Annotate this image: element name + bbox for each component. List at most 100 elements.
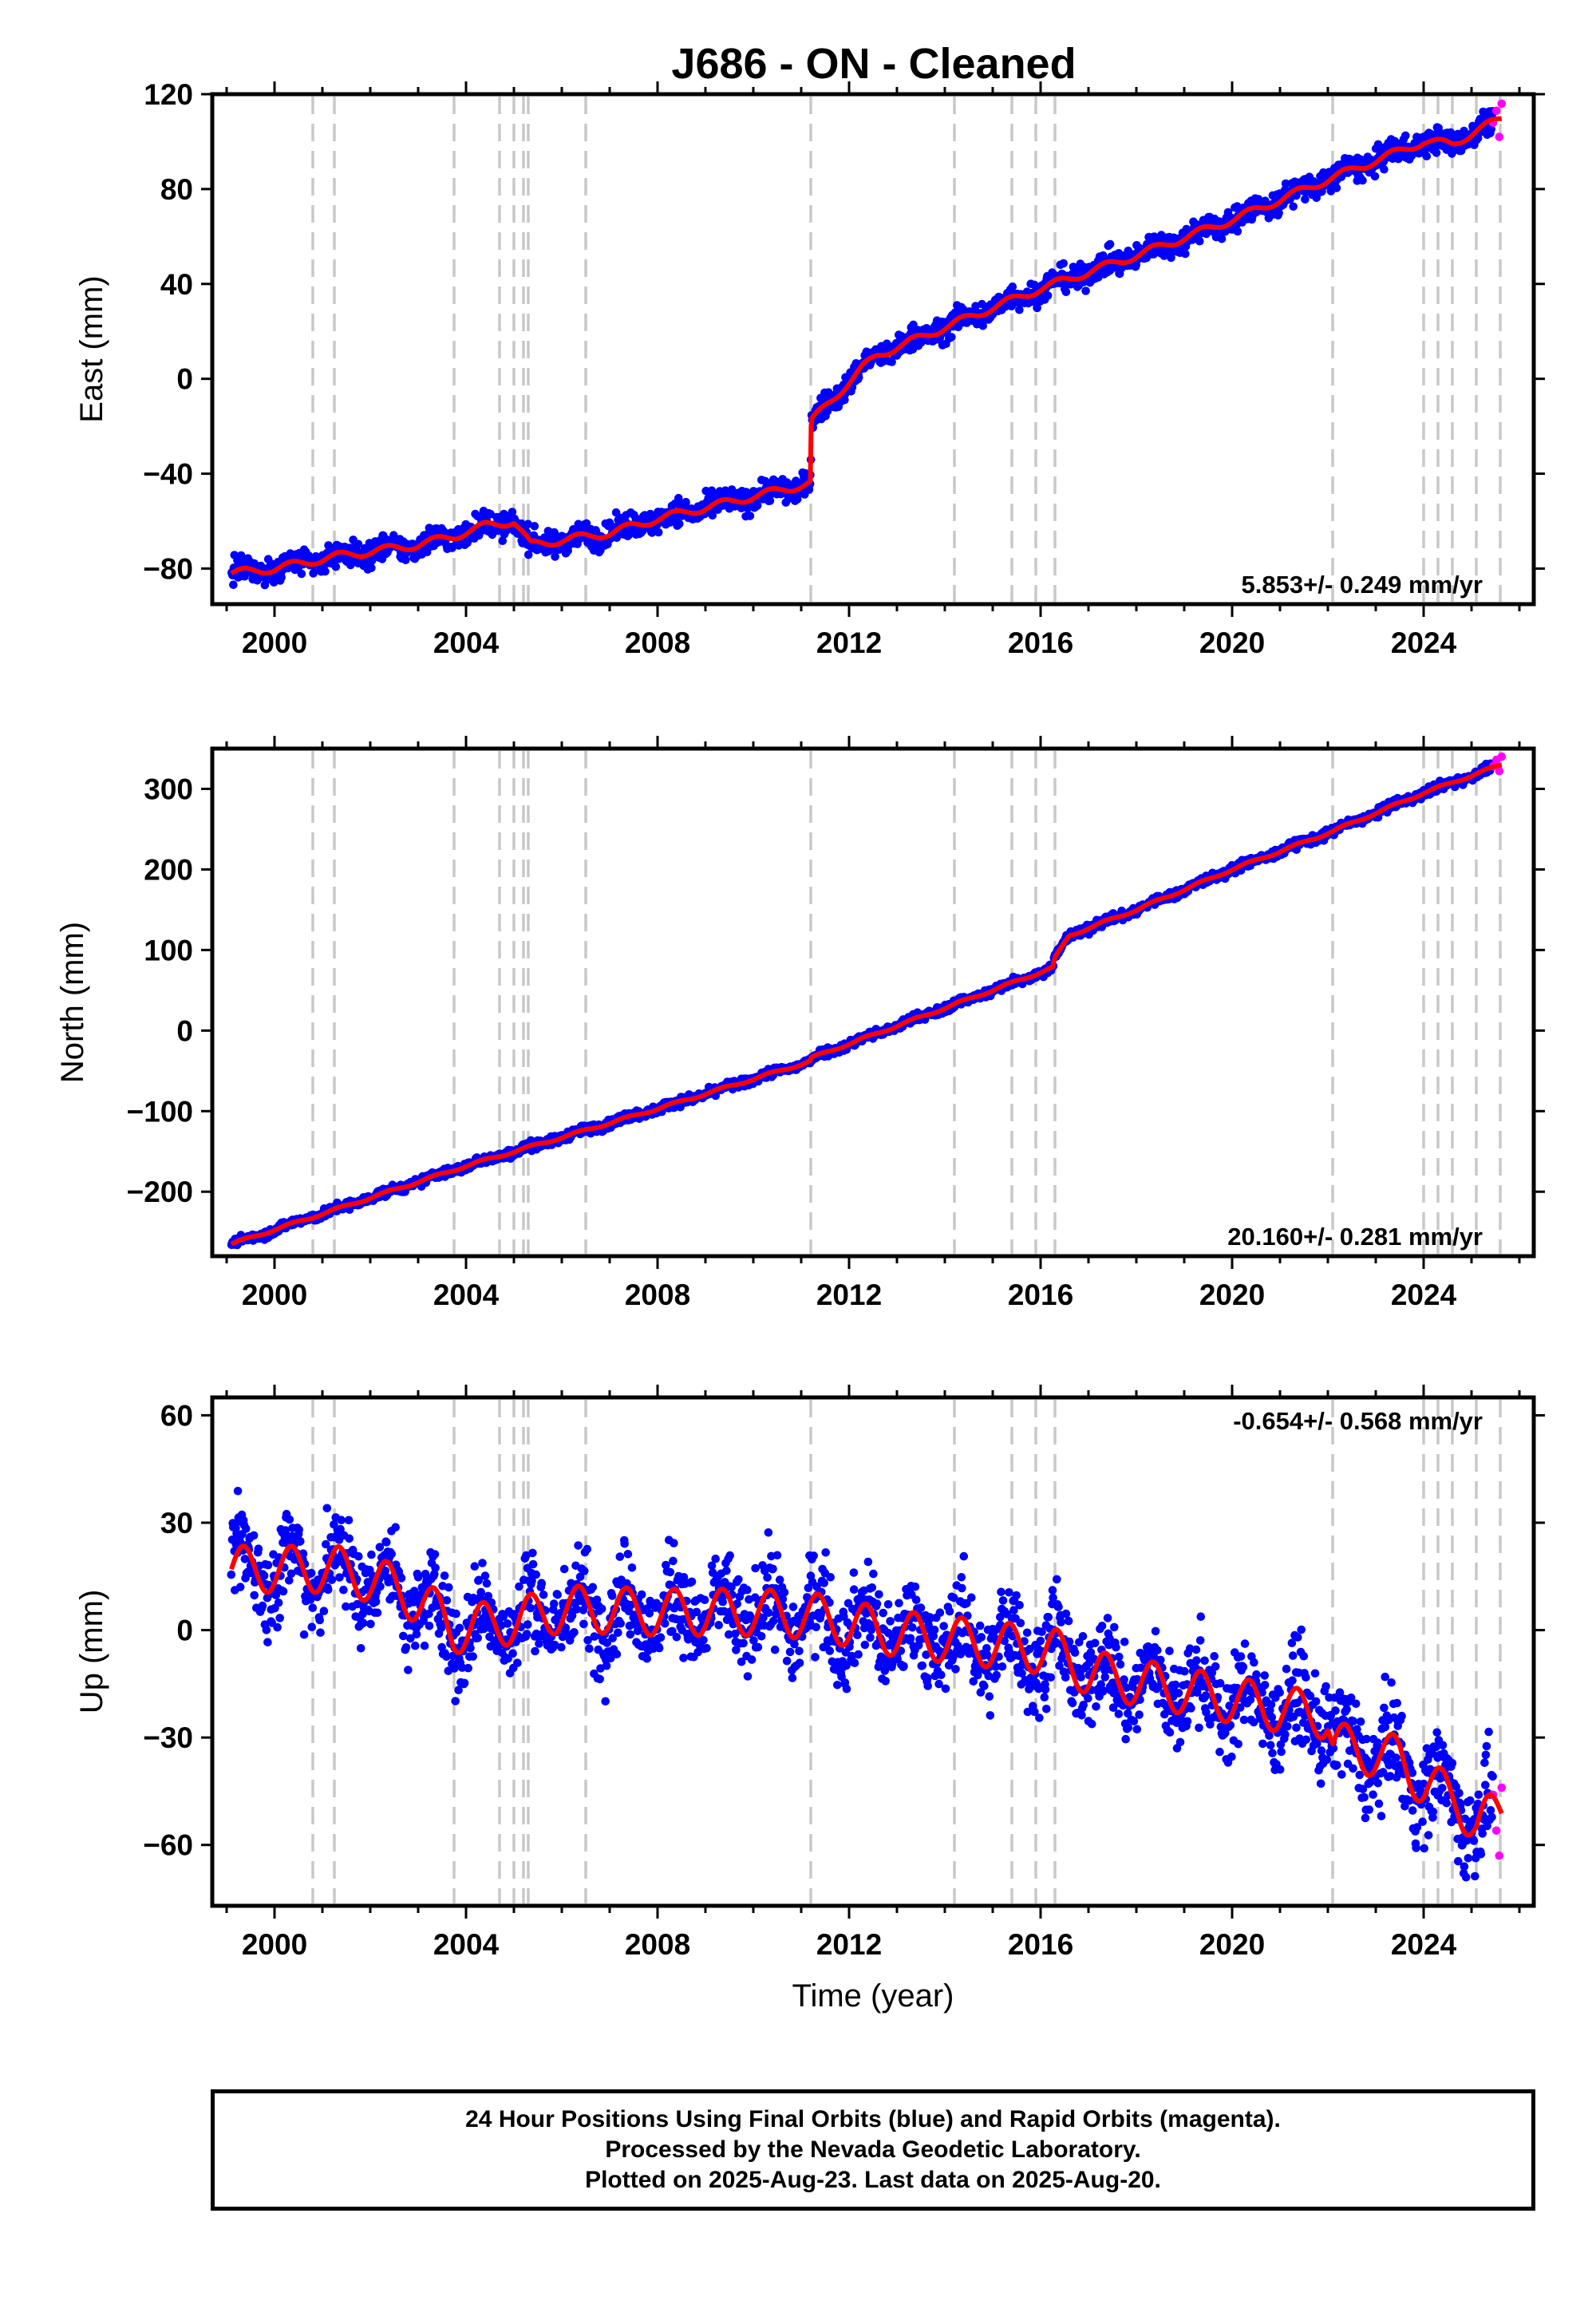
data-point (753, 501, 762, 510)
data-point (277, 573, 286, 582)
data-point (275, 1614, 285, 1622)
data-point (263, 1638, 272, 1646)
data-point (356, 1644, 365, 1653)
data-point (553, 1590, 562, 1599)
data-point (451, 1697, 460, 1705)
data-point (425, 1622, 434, 1630)
x-tick-label: 2024 (1391, 626, 1457, 659)
x-tick-label: 2008 (625, 626, 690, 659)
data-point (331, 562, 341, 571)
y-tick-label: 80 (160, 173, 193, 206)
data-point (455, 1623, 464, 1633)
data-point (240, 1555, 250, 1563)
data-point (947, 333, 956, 342)
data-point (1460, 126, 1468, 136)
data-point (250, 1591, 259, 1600)
data-point (412, 1630, 421, 1639)
data-point (315, 1615, 325, 1625)
data-point (263, 1560, 273, 1570)
x-tick-label: 2004 (433, 1279, 500, 1311)
y-tick-label: 0 (176, 1014, 193, 1047)
data-point (297, 569, 306, 579)
y-tick-label: −80 (143, 552, 193, 585)
velocity-rate-label: 5.853+/- 0.249 mm/yr (1242, 571, 1483, 599)
data-point (285, 1515, 294, 1524)
data-point (367, 563, 376, 572)
data-point (1008, 282, 1017, 291)
y-tick-label: 0 (176, 363, 193, 396)
data-point (254, 1544, 263, 1553)
x-tick-label: 2016 (1008, 1279, 1073, 1311)
data-point (1081, 287, 1090, 295)
x-tick-label: 2020 (1199, 1279, 1265, 1311)
data-point (307, 1622, 317, 1631)
data-point (470, 1562, 480, 1571)
data-point (296, 1537, 305, 1546)
y-tick-label: 200 (144, 853, 193, 886)
y-tick-label: 40 (160, 268, 193, 301)
x-tick-label: 2000 (242, 1279, 307, 1311)
data-point (258, 1601, 267, 1611)
data-point (887, 358, 896, 366)
x-tick-label: 2012 (816, 1279, 882, 1311)
data-point (1061, 287, 1071, 297)
data-point (537, 1579, 547, 1588)
data-point (431, 1563, 440, 1572)
data-point (250, 559, 259, 568)
data-point (345, 1534, 354, 1543)
data-point (745, 512, 755, 520)
data-point (249, 1531, 259, 1540)
data-point (523, 550, 533, 559)
data-point (404, 1666, 413, 1674)
x-tick-label: 2008 (625, 1279, 690, 1311)
data-point (1358, 176, 1367, 185)
data-point (382, 1538, 391, 1547)
data-point (229, 580, 238, 589)
data-point (508, 1649, 517, 1658)
data-point (466, 1643, 475, 1653)
data-point (299, 1630, 309, 1639)
x-tick-label: 2016 (1008, 626, 1073, 659)
final-orbit-points (227, 752, 1507, 1250)
data-point (366, 1619, 375, 1629)
data-point (1281, 179, 1290, 188)
data-point (274, 1599, 283, 1607)
data-point (1059, 259, 1068, 268)
data-point (387, 1549, 397, 1559)
data-point (1432, 148, 1441, 157)
data-point (531, 1646, 539, 1656)
data-point (262, 1626, 271, 1634)
data-point (476, 1587, 485, 1597)
rapid-orbit-point (1497, 752, 1507, 761)
data-point (354, 539, 363, 549)
data-point (574, 1541, 583, 1550)
x-tick-label: 2000 (242, 626, 307, 659)
data-point (358, 1618, 368, 1627)
data-point (1422, 152, 1432, 160)
data-point (1301, 195, 1310, 204)
data-point (233, 1487, 243, 1496)
data-point (339, 1585, 348, 1595)
data-point (498, 536, 508, 545)
data-point (765, 496, 775, 505)
data-point (528, 1559, 538, 1569)
data-point (549, 1599, 559, 1608)
data-point (367, 1550, 376, 1559)
data-point (482, 1579, 492, 1588)
data-point (1473, 133, 1483, 143)
data-point (707, 486, 717, 495)
data-point (376, 1582, 385, 1591)
data-point (1373, 140, 1383, 149)
data-point (1217, 235, 1227, 243)
x-tick-label: 2020 (1199, 626, 1265, 659)
data-point (1195, 236, 1204, 246)
data-point (1167, 253, 1175, 263)
data-point (279, 1587, 288, 1596)
data-point (1289, 202, 1298, 211)
data-point (401, 555, 410, 564)
data-point (306, 1568, 316, 1578)
data-point (411, 1641, 420, 1650)
